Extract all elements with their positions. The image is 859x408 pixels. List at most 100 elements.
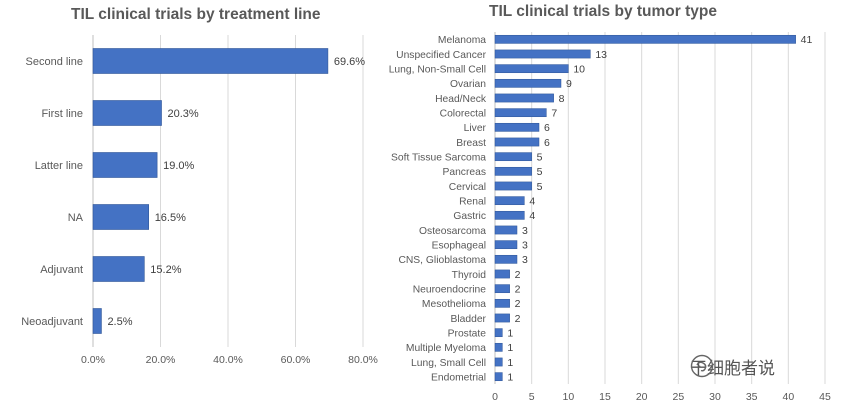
data-label: 13: [595, 49, 607, 61]
x-tick-label: 40.0%: [213, 354, 243, 366]
bar-adjuvant: [92, 256, 145, 282]
data-label: 9: [566, 78, 572, 90]
bar-pancreas: [494, 166, 532, 176]
bar-multiple-myeloma: [494, 342, 503, 352]
y-tick-label: Cervical: [449, 182, 486, 193]
x-tick-label: 35: [746, 391, 758, 403]
y-tick-label: CNS, Glioblastoma: [398, 255, 486, 266]
bar-mesothelioma: [494, 298, 510, 308]
bar-esophageal: [494, 240, 518, 250]
data-label: 2: [515, 298, 521, 310]
bar-neuroendocrine: [494, 284, 510, 294]
y-tick-label: Gastric: [453, 211, 486, 222]
bar-unspecified-cancer: [494, 49, 591, 59]
bar-melanoma: [494, 34, 796, 44]
bar-bladder: [494, 313, 510, 323]
y-tick-label: Esophageal: [432, 240, 486, 251]
x-tick-label: 40: [782, 391, 794, 403]
x-tick-label: 45: [819, 391, 831, 403]
bar-head-neck: [494, 93, 554, 103]
data-label: 3: [522, 225, 528, 237]
bar-second-line: [92, 48, 329, 74]
y-tick-label: NA: [68, 212, 84, 224]
data-label: 5: [537, 166, 543, 178]
data-label: 5: [537, 151, 543, 163]
chart-title-tumor-type: TIL clinical trials by tumor type: [489, 3, 717, 20]
x-tick-label: 80.0%: [348, 354, 378, 366]
data-label: 19.0%: [163, 160, 194, 172]
y-tick-label: Bladder: [451, 314, 487, 325]
data-label: 1: [507, 357, 513, 369]
y-tick-label: Ovarian: [450, 79, 486, 90]
data-label: 15.2%: [150, 264, 181, 276]
bar-prostate: [494, 328, 503, 338]
y-tick-label: Pancreas: [442, 167, 486, 178]
y-tick-label: Multiple Myeloma: [406, 343, 486, 354]
bar-first-line: [92, 100, 162, 126]
bar-neoadjuvant: [92, 308, 102, 334]
x-tick-label: 15: [599, 391, 611, 403]
y-tick-label: Neuroendocrine: [413, 284, 487, 295]
bar-renal: [494, 196, 525, 206]
y-tick-label: Soft Tissue Sarcoma: [391, 152, 486, 163]
x-tick-label: 60.0%: [281, 354, 311, 366]
y-tick-label: Head/Neck: [435, 94, 487, 105]
chart-title-treatment-line: TIL clinical trials by treatment line: [71, 6, 321, 23]
x-tick-label: 10: [562, 391, 574, 403]
data-label: 8: [559, 93, 565, 105]
bar-liver: [494, 122, 540, 132]
data-label: 4: [529, 195, 535, 207]
data-label: 41: [801, 34, 813, 46]
y-tick-label: Liver: [464, 123, 487, 134]
watermark: 干细胞者说: [690, 354, 775, 379]
bar-osteosarcoma: [494, 225, 518, 235]
y-tick-label: Breast: [456, 138, 486, 149]
data-label: 1: [507, 342, 513, 354]
data-label: 3: [522, 239, 528, 251]
data-label: 2: [515, 269, 521, 281]
bar-latter-line: [92, 152, 158, 178]
bar-na: [92, 204, 149, 230]
bar-lung-small-cell: [494, 357, 503, 367]
x-tick-label: 20.0%: [146, 354, 176, 366]
data-label: 1: [507, 371, 513, 383]
x-tick-label: 0: [492, 391, 498, 403]
wechat-icon: [690, 354, 714, 378]
bar-soft-tissue-sarcoma: [494, 152, 532, 162]
y-tick-label: First line: [41, 108, 83, 120]
data-label: 7: [551, 107, 557, 119]
y-tick-label: Adjuvant: [40, 264, 83, 276]
watermark-text: 干细胞者说: [690, 359, 775, 379]
y-tick-label: Osteosarcoma: [419, 226, 486, 237]
x-tick-label: 20: [636, 391, 648, 403]
y-tick-label: Melanoma: [438, 35, 486, 46]
x-tick-label: 5: [529, 391, 535, 403]
x-tick-label: 0.0%: [81, 354, 105, 366]
data-label: 16.5%: [155, 212, 186, 224]
y-tick-label: Endometrial: [431, 372, 486, 383]
x-tick-label: 30: [709, 391, 721, 403]
data-label: 2: [515, 283, 521, 295]
bar-gastric: [494, 210, 525, 220]
y-tick-label: Lung, Small Cell: [411, 358, 486, 369]
data-label: 10: [573, 63, 585, 75]
bar-endometrial: [494, 372, 503, 382]
y-tick-label: Renal: [459, 196, 486, 207]
data-label: 20.3%: [168, 108, 199, 120]
bar-ovarian: [494, 78, 562, 88]
y-tick-label: Prostate: [448, 328, 487, 339]
y-tick-label: Mesothelioma: [422, 299, 486, 310]
bar-cns-glioblastoma: [494, 254, 518, 264]
data-label: 5: [537, 181, 543, 193]
y-tick-label: Neoadjuvant: [21, 316, 83, 328]
bar-breast: [494, 137, 540, 147]
y-tick-label: Thyroid: [452, 270, 487, 281]
data-label: 6: [544, 122, 550, 134]
bar-lung-non-small-cell: [494, 64, 569, 74]
x-tick-label: 25: [672, 391, 684, 403]
y-tick-label: Lung, Non-Small Cell: [389, 64, 486, 75]
data-label: 6: [544, 137, 550, 149]
bar-thyroid: [494, 269, 510, 279]
data-label: 1: [507, 327, 513, 339]
